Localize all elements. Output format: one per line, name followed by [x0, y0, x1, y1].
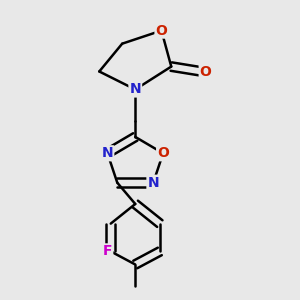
- Text: N: N: [148, 176, 159, 190]
- Text: O: O: [200, 65, 212, 79]
- Text: O: O: [157, 146, 169, 160]
- Text: N: N: [130, 82, 141, 97]
- Text: O: O: [155, 24, 167, 38]
- Text: F: F: [103, 244, 112, 258]
- Text: N: N: [102, 146, 113, 160]
